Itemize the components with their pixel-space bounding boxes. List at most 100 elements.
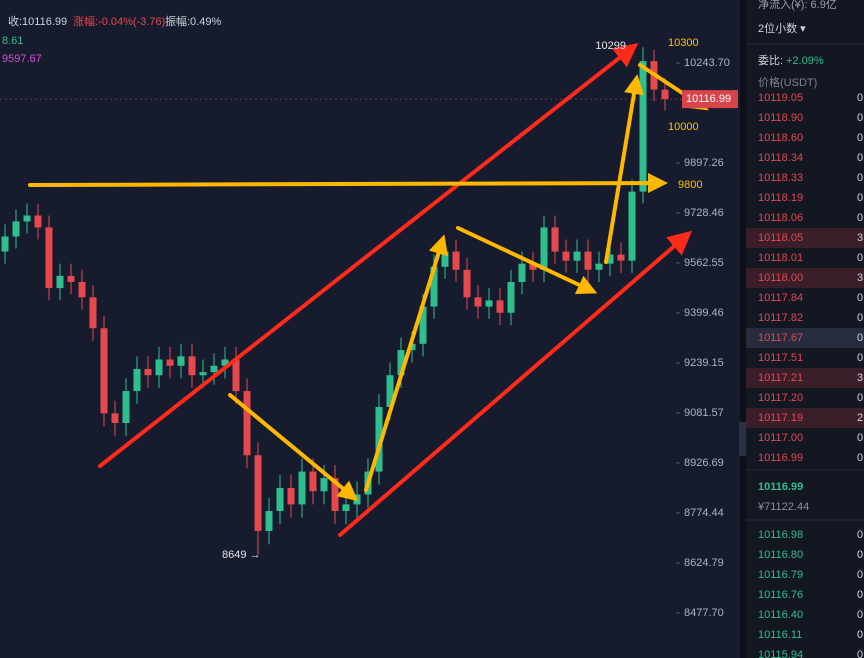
candle-body — [243, 391, 251, 456]
annotation: 8649 → — [222, 549, 261, 561]
precision-select[interactable]: 2位小数 ▾ — [758, 21, 806, 35]
ask-qty: 0 — [857, 332, 863, 344]
y-tick-label: 9081.57 — [684, 407, 724, 419]
candle-body — [12, 221, 20, 237]
ask-price[interactable]: 10116.99 — [758, 452, 803, 464]
ask-price[interactable]: 10118.90 — [758, 112, 803, 124]
candle-body — [408, 343, 416, 351]
candle-body — [353, 494, 361, 505]
bid-qty: 0 — [857, 549, 863, 561]
ask-price[interactable]: 10117.19 — [758, 412, 803, 424]
candles — [1, 47, 669, 555]
candle-body — [529, 263, 537, 270]
candle-body — [540, 227, 548, 270]
ask-price[interactable]: 10117.82 — [758, 312, 803, 324]
ask-qty: 0 — [857, 432, 863, 444]
candle-body — [45, 227, 53, 289]
yellow-arrow — [604, 74, 644, 264]
y-tick-label: 10243.70 — [684, 57, 730, 69]
candle-body — [320, 478, 328, 492]
candle-body — [188, 356, 196, 376]
ask-price[interactable]: 10117.21 — [758, 372, 803, 384]
ask-price[interactable]: 10118.60 — [758, 132, 803, 144]
collapse-tab[interactable] — [739, 422, 747, 456]
candle-body — [232, 359, 240, 392]
candle-body — [507, 281, 515, 313]
ask-qty: 0 — [857, 132, 863, 144]
ask-price[interactable]: 10118.06 — [758, 212, 803, 224]
candle-body — [496, 300, 504, 313]
y-tick-label: 8926.69 — [684, 457, 724, 469]
bid-price[interactable]: 10116.76 — [758, 589, 803, 601]
candle-body — [551, 227, 559, 252]
bid-price[interactable]: 10116.40 — [758, 609, 803, 621]
ask-price[interactable]: 10118.01 — [758, 252, 803, 264]
annotation: 10000 — [668, 121, 699, 133]
ask-price[interactable]: 10117.84 — [758, 292, 803, 304]
ratio: +2.09% — [786, 55, 824, 67]
y-tick-label: 9728.46 — [684, 207, 724, 219]
candle-body — [562, 251, 570, 261]
bid-qty: 0 — [857, 589, 863, 601]
candle-body — [430, 266, 438, 307]
bid-qty: 0 — [857, 629, 863, 641]
bid-price[interactable]: 10116.79 — [758, 569, 803, 581]
ask-price[interactable]: 10118.19 — [758, 192, 803, 204]
ask-price[interactable]: 10118.00 — [758, 272, 803, 284]
candle-body — [397, 350, 405, 376]
price-header: 价格(USDT) — [758, 75, 817, 89]
yellow-arrow — [456, 226, 598, 294]
yellow-arrow — [364, 234, 449, 492]
candle-body — [518, 263, 526, 282]
candle-body — [210, 365, 218, 373]
candle-body — [144, 368, 152, 376]
annotation: 10299 — [595, 40, 626, 52]
ask-price[interactable]: 10119.05 — [758, 92, 803, 104]
ask-price[interactable]: 10117.67 — [758, 332, 803, 344]
candle-body — [419, 306, 427, 344]
last-price: 10116.99 — [758, 481, 803, 493]
y-tick-label: 9239.15 — [684, 357, 724, 369]
ma-value: 9597.67 — [2, 53, 42, 65]
candle-body — [1, 236, 9, 252]
candle-body — [309, 471, 317, 492]
ratio-label: 委比: — [758, 54, 783, 67]
candle-body — [595, 263, 603, 270]
ask-price[interactable]: 10118.05 — [758, 232, 803, 244]
candle-body — [122, 391, 130, 424]
annotation: 10300 — [668, 37, 699, 49]
y-tick-label: 9562.55 — [684, 257, 724, 269]
bid-price[interactable]: 10116.98 — [758, 529, 803, 541]
yellow-arrow — [28, 173, 668, 194]
bid-price[interactable]: 10116.80 — [758, 549, 803, 561]
bid-qty: 0 — [857, 569, 863, 581]
amplitude: 振幅:0.49% — [165, 14, 221, 28]
ask-price[interactable]: 10117.00 — [758, 432, 803, 444]
ask-price[interactable]: 10117.51 — [758, 352, 803, 364]
candle-body — [155, 359, 163, 376]
row-highlight — [746, 328, 864, 348]
y-tick-label: 8477.70 — [684, 607, 724, 619]
bid-price[interactable]: 10115.94 — [758, 649, 803, 658]
ask-qty: 0 — [857, 172, 863, 184]
ask-price[interactable]: 10117.20 — [758, 392, 803, 404]
ask-price[interactable]: 10118.33 — [758, 172, 803, 184]
candle-body — [56, 275, 64, 289]
ask-price[interactable]: 10118.34 — [758, 152, 803, 164]
candle-body — [265, 511, 273, 531]
candle-body — [584, 251, 592, 270]
change: 涨幅:-0.04%(-3.76) — [73, 15, 165, 28]
ask-qty: 0 — [857, 192, 863, 204]
candle-body — [331, 478, 339, 512]
depth-bar — [746, 268, 864, 288]
chart-bg — [0, 0, 740, 658]
ma-value: 8.61 — [2, 35, 23, 47]
candle-body — [606, 254, 614, 264]
candle-body — [199, 372, 207, 376]
ask-qty: 3 — [857, 372, 863, 384]
bid-price[interactable]: 10116.11 — [758, 629, 802, 641]
candle-body — [287, 487, 295, 505]
ask-qty: 0 — [857, 392, 863, 404]
close: 收:10116.99 — [8, 14, 67, 28]
candle-body — [254, 455, 262, 531]
